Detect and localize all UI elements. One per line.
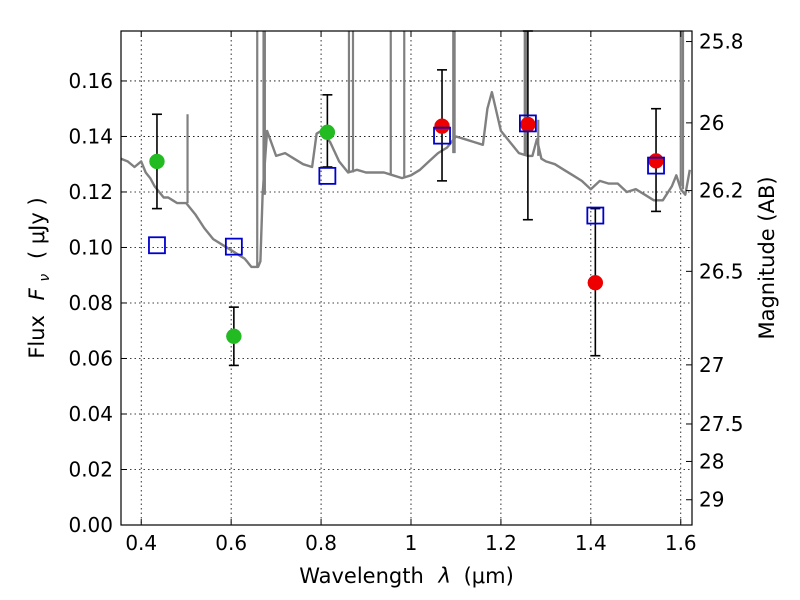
x-axis-title-symbol: λ [437, 564, 450, 588]
ticks-layer: 0.4 0.6 0.8 1 1.2 1.4 1.6 0.00 0.02 0.04 0.06 0.08 0… [68, 30, 743, 555]
observed-red-point [587, 274, 604, 291]
y-axis-title-symbol: F [25, 287, 49, 300]
model-photometry-point [318, 166, 337, 185]
right-tick-label: 26 [699, 111, 724, 135]
model-photometry-point [148, 236, 166, 255]
x-tick-label: 0.4 [125, 531, 157, 555]
y-tick-label: 0.14 [68, 124, 113, 148]
model-photometry-point [518, 114, 537, 133]
y-tick-label: 0.16 [68, 69, 113, 93]
observed-green-point [319, 124, 336, 141]
right-tick-label: 27.5 [699, 412, 744, 436]
right-tick-label: 26.5 [699, 259, 744, 283]
model-spectrum-layer [120, 31, 691, 269]
right-tick-label: 25.8 [699, 30, 744, 54]
y-tick-label: 0.00 [68, 513, 113, 537]
x-tick-label: 1.6 [665, 531, 697, 555]
x-tick-label: 1 [405, 531, 418, 555]
y-tick-label: 0.02 [68, 457, 113, 481]
grid-layer [121, 31, 692, 526]
y-axis-title-subscript: ν [37, 274, 53, 282]
right-axis-title: Magnitude (AB) [755, 176, 779, 339]
x-tick-label: 0.6 [215, 531, 247, 555]
model-spectrum-line [120, 90, 691, 269]
y-axis-title: Flux F ν ( μJy ) [25, 197, 54, 358]
plot-frame [120, 30, 693, 526]
x-tick-label: 0.8 [305, 531, 337, 555]
y-tick-label: 0.08 [68, 291, 113, 315]
right-tick-label: 28 [699, 449, 724, 473]
observed-red-point [520, 116, 536, 133]
x-tick-label: 1.2 [485, 531, 517, 555]
x-tick-label: 1.4 [575, 531, 607, 555]
x-axis-title-word: Wavelength [299, 564, 424, 588]
y-tick-label: 0.06 [68, 346, 113, 370]
observed-red-point [434, 118, 450, 134]
right-tick-label: 26.2 [699, 179, 744, 203]
data-points-layer [148, 30, 665, 367]
model-photometry-point [586, 206, 605, 225]
y-tick-label: 0.10 [68, 235, 113, 259]
x-axis-title-unit: (μm) [464, 564, 514, 588]
right-tick-label: 27 [699, 353, 724, 377]
model-photometry-point [224, 237, 243, 256]
model-photometry-point [433, 126, 451, 145]
observed-red-point [648, 153, 664, 169]
observed-green-point [149, 153, 165, 170]
y-axis-title-unit: ( μJy ) [25, 197, 49, 259]
y-tick-label: 0.04 [68, 402, 113, 426]
y-tick-label: 0.12 [68, 180, 113, 204]
y-axis-title-word: Flux [25, 315, 49, 359]
right-tick-label: 29 [699, 488, 724, 512]
observed-green-point [226, 328, 242, 345]
x-axis-title: Wavelength λ (μm) [299, 564, 514, 588]
model-photometry-point [647, 156, 665, 175]
